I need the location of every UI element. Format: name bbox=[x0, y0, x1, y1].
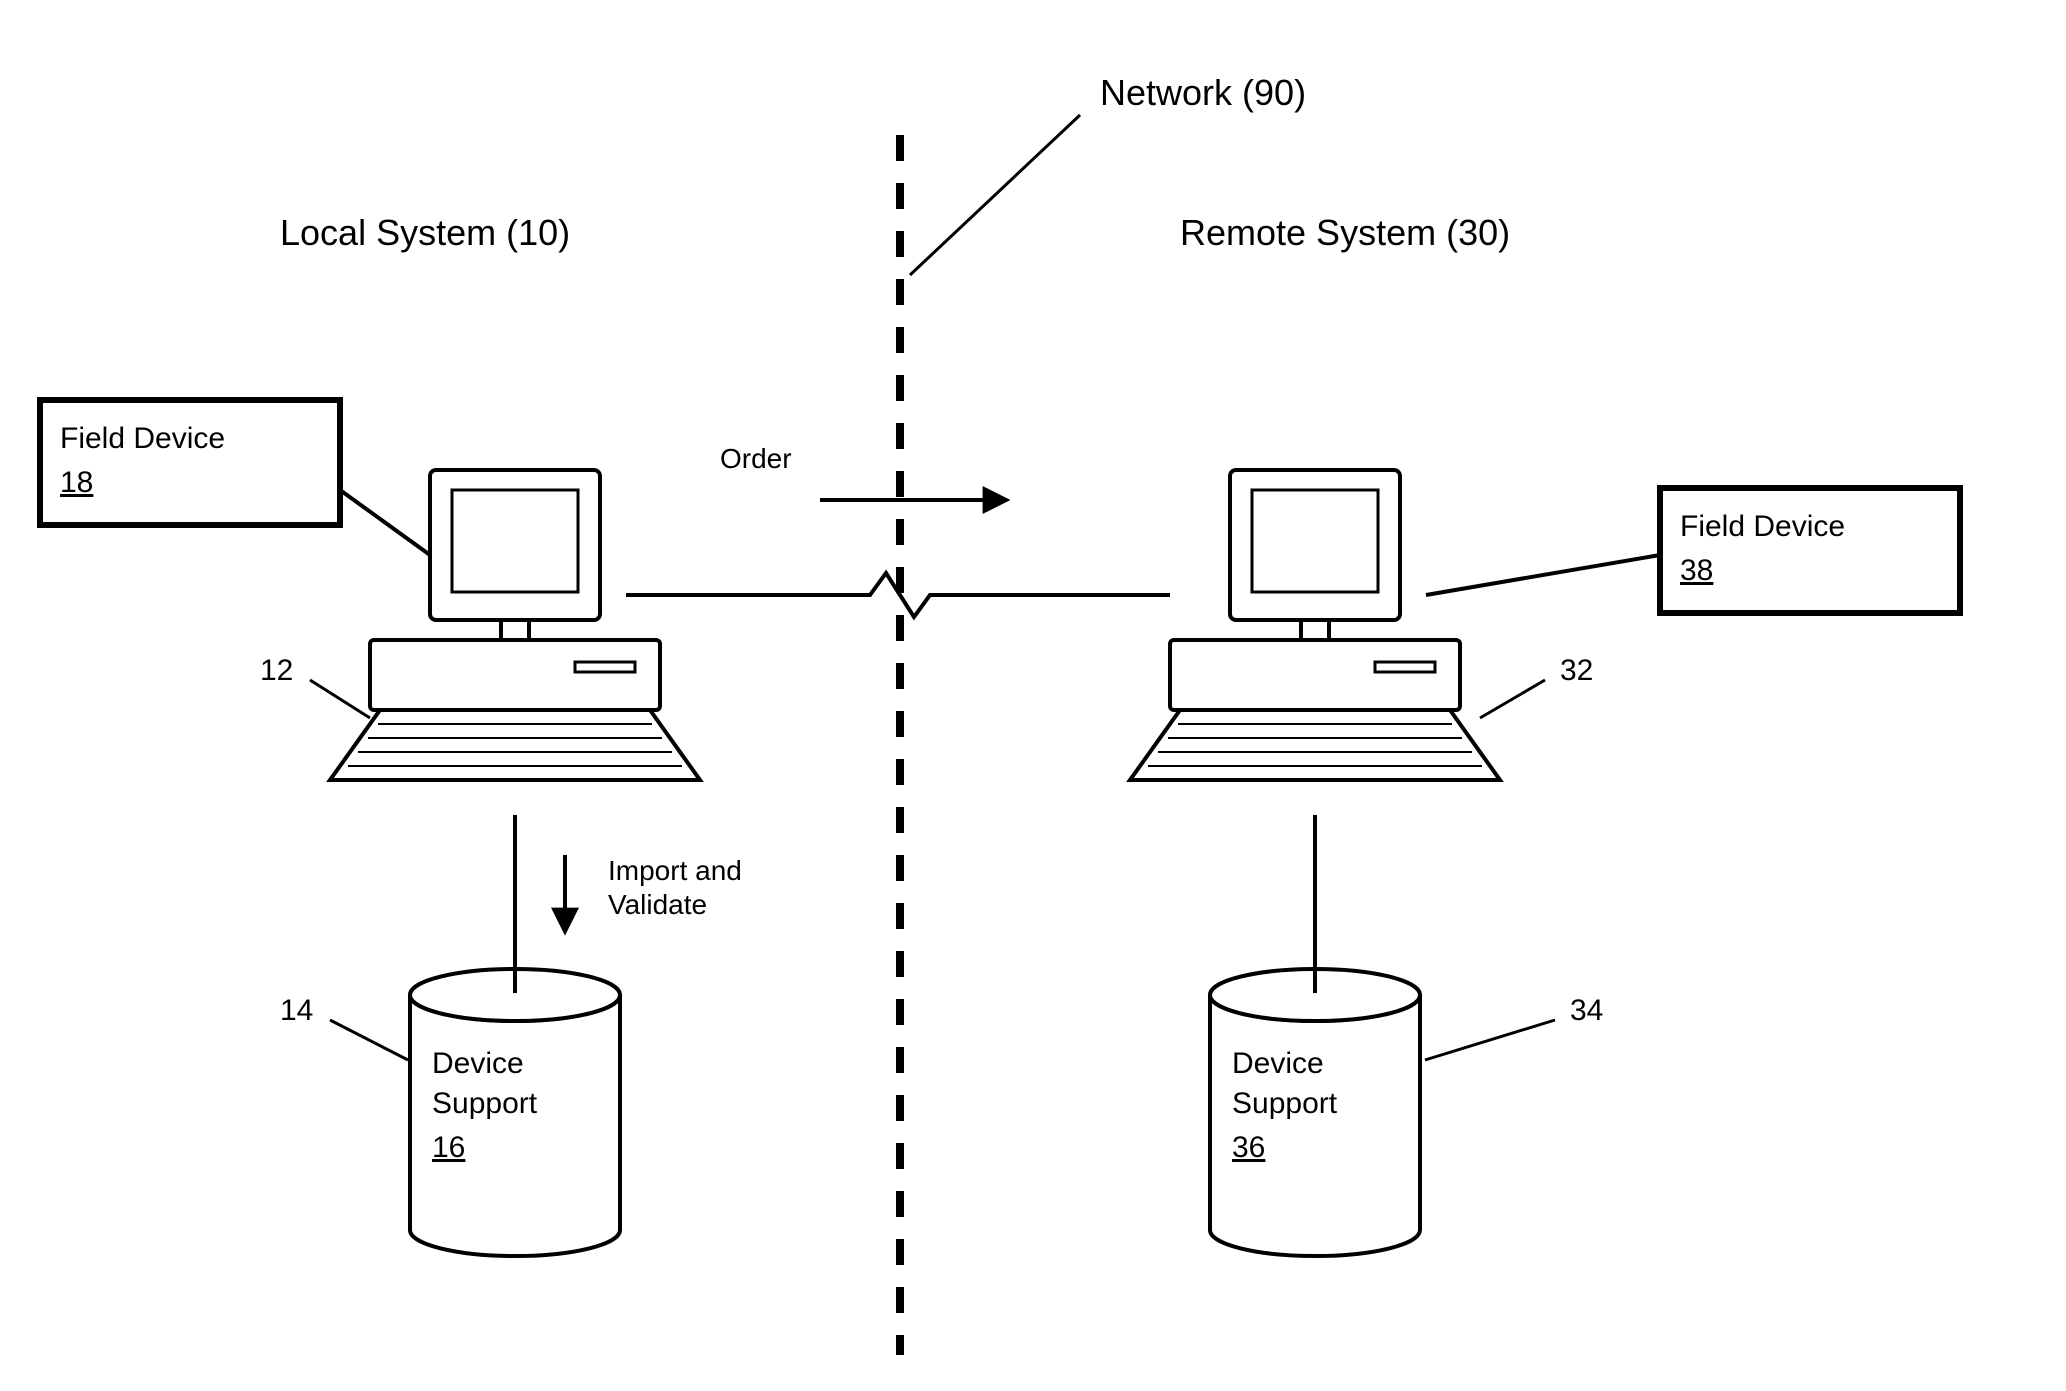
local-field-device-connector bbox=[340, 490, 430, 555]
title-local: Local System (10) bbox=[280, 212, 570, 253]
remote-db-icon-label1: Device bbox=[1232, 1047, 1324, 1080]
network-pointer-line bbox=[910, 115, 1080, 275]
local-db-icon-ref-inside: 16 bbox=[432, 1131, 465, 1164]
remote-db-icon-ref-num: 34 bbox=[1570, 994, 1603, 1027]
remote-computer-ref: 32 bbox=[1560, 654, 1593, 687]
remote-field-device-label: Field Device bbox=[1680, 510, 1845, 543]
local-db-icon-label2: Support bbox=[432, 1087, 538, 1120]
local-field-device-ref: 18 bbox=[60, 466, 93, 499]
remote-computer-ref-line bbox=[1480, 680, 1545, 718]
local-computer-ref-line bbox=[310, 680, 370, 718]
local-db-icon-ref-num: 14 bbox=[280, 994, 313, 1027]
import-label-2: Validate bbox=[608, 889, 707, 920]
title-remote: Remote System (30) bbox=[1180, 212, 1510, 253]
import-label-1: Import and bbox=[608, 855, 742, 886]
title-network: Network (90) bbox=[1100, 72, 1306, 113]
remote-db-icon-label2: Support bbox=[1232, 1087, 1338, 1120]
local-db-icon-label1: Device bbox=[432, 1047, 524, 1080]
remote-computer-icon bbox=[1130, 470, 1500, 780]
local-field-device-label: Field Device bbox=[60, 422, 225, 455]
remote-field-device-connector bbox=[1426, 555, 1660, 595]
order-label: Order bbox=[720, 443, 792, 474]
remote-field-device-ref: 38 bbox=[1680, 554, 1713, 587]
remote-field-device bbox=[1426, 488, 1960, 613]
local-computer-ref: 12 bbox=[260, 654, 293, 687]
remote-db-icon-ref-inside: 36 bbox=[1232, 1131, 1265, 1164]
local-computer-icon bbox=[330, 470, 700, 780]
